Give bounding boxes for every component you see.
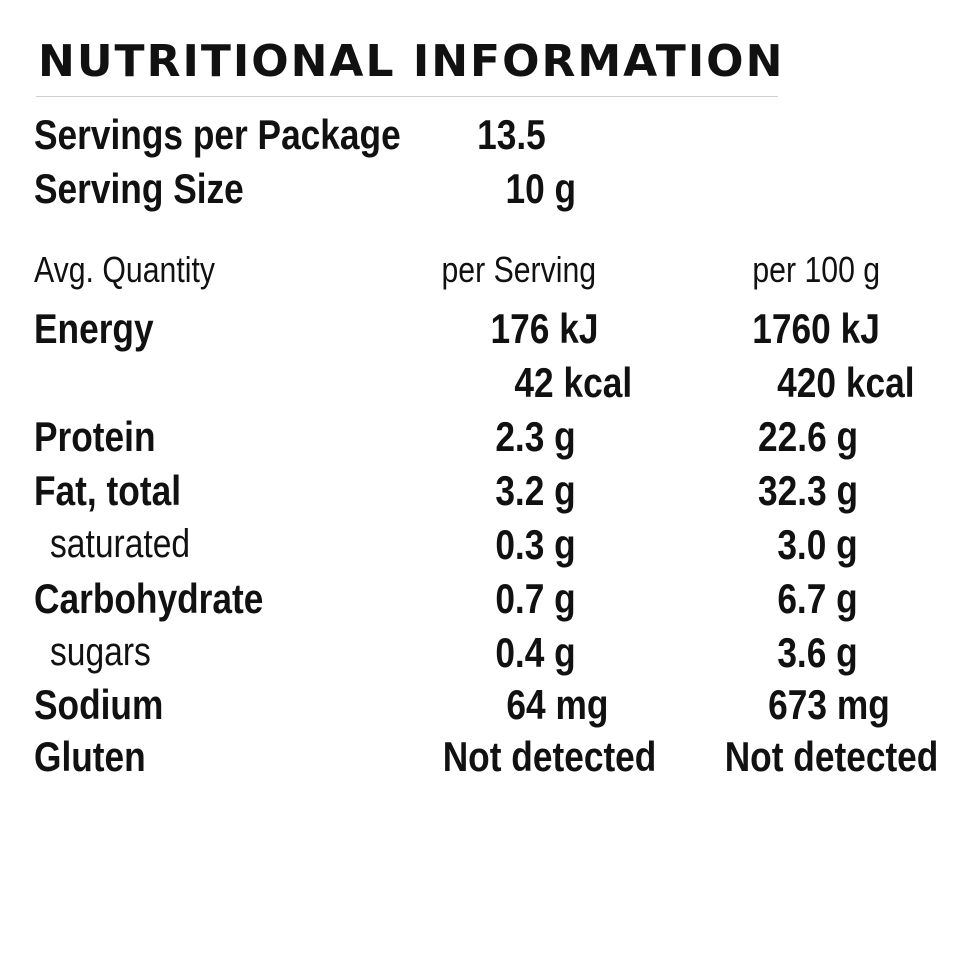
- per-serving-value: 42 kcal: [514, 359, 632, 406]
- title-divider: [36, 96, 778, 97]
- per-serving-value: 3.2 g: [495, 467, 576, 514]
- servings-per-package-value: 13.5: [477, 111, 546, 158]
- servings-per-package-label: Servings per Package: [34, 111, 401, 158]
- serving-size-value: 10 g: [505, 165, 576, 212]
- per-100g-value: 420 kcal: [776, 359, 914, 406]
- per-100g-value: 3.0 g: [777, 521, 858, 568]
- per-serving-value: 0.4 g: [495, 629, 576, 676]
- per-serving-value: 176 kJ: [490, 305, 598, 352]
- serving-size-label: Serving Size: [34, 165, 244, 212]
- per-100g-value: 6.7 g: [777, 575, 858, 622]
- per-100g-value: 32.3 g: [757, 467, 858, 514]
- per-100g-value: 673 mg: [768, 681, 890, 728]
- row-label: Carbohydrate: [34, 575, 264, 622]
- row-label: sugars: [50, 630, 151, 674]
- per-serving-value: 0.7 g: [495, 575, 576, 622]
- per-100g-value: 22.6 g: [757, 413, 858, 460]
- column-header-per-serving: per Serving: [441, 249, 596, 290]
- per-serving-value: 2.3 g: [495, 413, 576, 460]
- row-label: Protein: [34, 413, 156, 460]
- row-label: Sodium: [34, 681, 164, 728]
- per-serving-value: 0.3 g: [495, 521, 576, 568]
- per-serving-value: 64 mg: [506, 681, 608, 728]
- per-100g-value: 1760 kJ: [752, 305, 880, 352]
- per-serving-value: Not detected: [442, 733, 656, 780]
- row-label: Gluten: [34, 733, 146, 780]
- column-header-per-100g: per 100 g: [752, 249, 880, 290]
- row-label: Energy: [34, 305, 154, 352]
- per-100g-value: Not detected: [724, 733, 938, 780]
- row-label: Fat, total: [34, 467, 181, 514]
- panel-title: NUTRITIONAL INFORMATION: [38, 36, 785, 87]
- per-100g-value: 3.6 g: [777, 629, 858, 676]
- column-header-quantity: Avg. Quantity: [34, 249, 215, 290]
- row-label: saturated: [50, 522, 191, 566]
